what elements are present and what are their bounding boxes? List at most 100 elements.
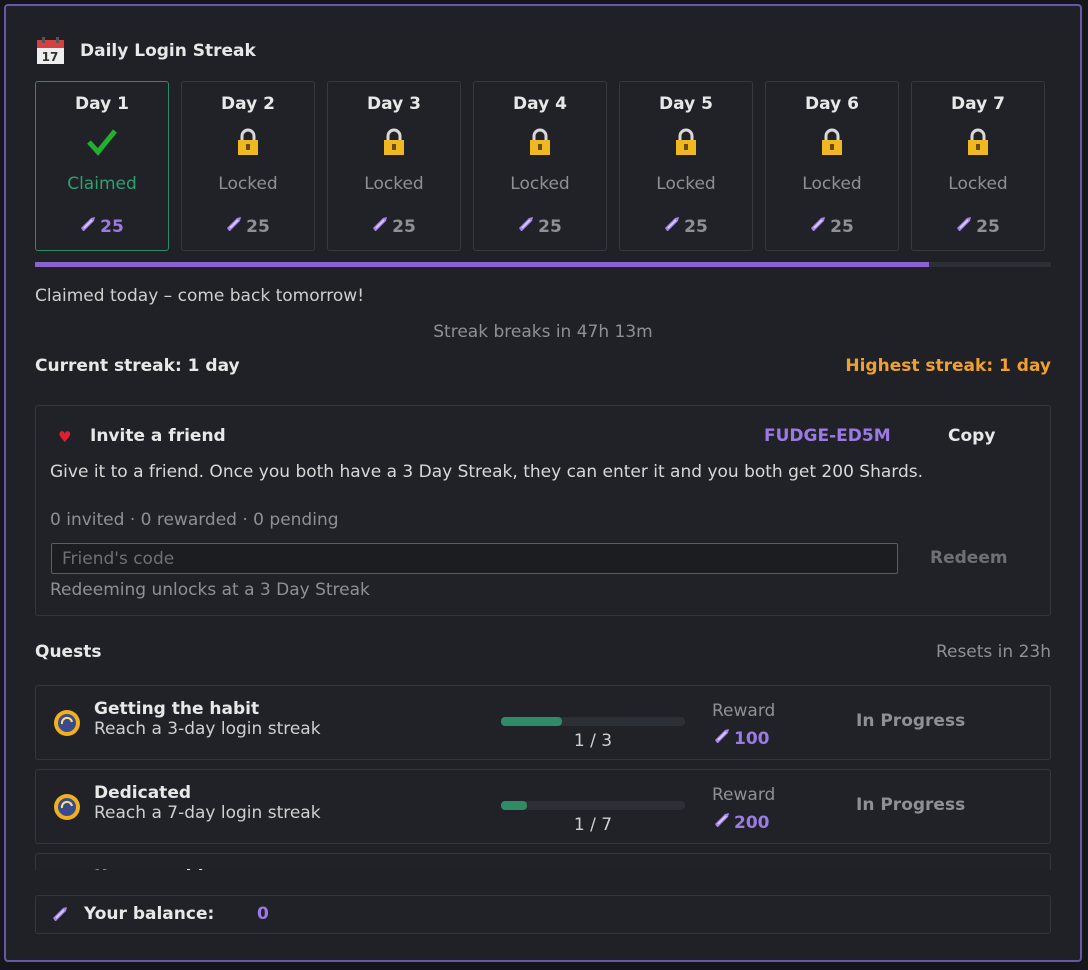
reward-label: Reward [712, 701, 776, 721]
shard-icon [373, 217, 388, 231]
streak-status: Claimed today – come back tomorrow! [35, 286, 365, 306]
balance-shard [52, 906, 68, 926]
quest-track [501, 801, 685, 810]
quest-track [501, 717, 685, 726]
day-reward: 25 [912, 216, 1044, 237]
shard-icon [519, 217, 534, 231]
day-reward-value: 25 [246, 217, 270, 237]
shard-icon [715, 813, 729, 827]
quest-description: Reach a 3-day login streak [94, 719, 321, 739]
day-label: Day 2 [221, 94, 275, 114]
quest-progress-label: 1 / 7 [573, 815, 613, 835]
invite-title: Invite a friend [90, 426, 226, 446]
streak-track [35, 262, 1051, 267]
shard-icon [81, 217, 96, 231]
quest-name: Unstoppable [94, 867, 215, 870]
redeem-button[interactable]: Redeem [930, 548, 1008, 568]
day-reward: 25 [182, 216, 314, 237]
lock-icon [620, 128, 752, 156]
highest-streak: Highest streak: 1 day [845, 356, 1051, 376]
day-reward-value: 25 [684, 217, 708, 237]
invite-note: Redeeming unlocks at a 3 Day Streak [50, 580, 370, 600]
code-input[interactable]: Friend's code [51, 543, 898, 574]
shard-icon [957, 217, 972, 231]
day-label: Day 1 [75, 94, 129, 114]
quest-status: In Progress [856, 795, 966, 815]
lock-icon [766, 128, 898, 156]
quest-status: In Progress [856, 711, 966, 731]
day-reward: 25 [620, 216, 752, 237]
svg-text:17: 17 [42, 50, 59, 64]
day-label: Day 6 [805, 94, 859, 114]
day-label: Day 5 [659, 94, 713, 114]
quest-fill [501, 717, 563, 726]
shard-icon [227, 217, 242, 231]
day-status: Locked [218, 174, 278, 194]
day-reward-value: 25 [830, 217, 854, 237]
day-card: Day 5 Locked 25 [619, 81, 753, 251]
quest-reward: 200 [714, 812, 770, 833]
quest-progress-label: 1 / 3 [573, 731, 613, 751]
streak-timer: Streak breaks in 47h 13m [433, 322, 653, 342]
quest-card: Getting the habit Reach a 3-day login str… [35, 685, 1051, 760]
day-reward: 25 [36, 216, 168, 237]
quest-name: Dedicated [94, 783, 192, 803]
streak-fill [35, 262, 930, 267]
shard-icon [665, 217, 680, 231]
lock-icon [182, 128, 314, 156]
quest-reward-value: 100 [734, 729, 770, 749]
reward-label: Reward [712, 869, 775, 870]
day-label: Day 7 [951, 94, 1005, 114]
day-reward-value: 25 [100, 217, 124, 237]
quest-icon [52, 708, 82, 742]
balance-value: 0 [257, 904, 269, 924]
invite-code: FUDGE-ED5M [764, 426, 891, 446]
day-card: Day 2 Locked 25 [181, 81, 315, 251]
day-reward-value: 25 [392, 217, 416, 237]
day-label: Day 3 [367, 94, 421, 114]
invite-box: ♥ Invite a friend FUDGE-ED5M Copy Give i… [35, 405, 1051, 616]
day-card: Day 1 Claimed 25 [35, 81, 169, 251]
copy-button[interactable]: Copy [948, 426, 996, 446]
day-card: Day 6 Locked 25 [765, 81, 899, 251]
day-reward: 25 [474, 216, 606, 237]
quest-list: Getting the habit Reach a 3-day login str… [6, 676, 1080, 870]
day-status: Locked [802, 174, 862, 194]
heart-icon: ♥ [58, 428, 72, 446]
lock-icon [328, 128, 460, 156]
quest-icon [52, 792, 82, 826]
quest-name: Getting the habit [94, 699, 260, 719]
day-reward: 25 [766, 216, 898, 237]
day-card: Day 7 Locked 25 [911, 81, 1045, 251]
shard-icon [715, 729, 729, 743]
day-status: Locked [364, 174, 424, 194]
check-icon [36, 128, 168, 156]
current-streak: Current streak: 1 day [35, 356, 240, 376]
balance-label: Your balance: [84, 904, 215, 924]
lock-icon [912, 128, 1044, 156]
invite-stats: 0 invited · 0 rewarded · 0 pending [50, 510, 339, 530]
calendar-icon: 17 [37, 37, 64, 64]
shard-icon [811, 217, 826, 231]
title: Daily Login Streak [80, 41, 256, 61]
balance-box: Your balance: 0 [35, 895, 1051, 934]
lock-icon [474, 128, 606, 156]
day-status: Locked [510, 174, 570, 194]
reward-label: Reward [712, 785, 776, 805]
quests-title: Quests [35, 642, 102, 662]
shard-icon [53, 907, 67, 921]
quest-description: Reach a 7-day login streak [94, 803, 321, 823]
invite-description: Give it to a friend. Once you both have … [50, 462, 924, 482]
day-status: Locked [948, 174, 1008, 194]
day-status: Claimed [67, 174, 137, 194]
day-status: Locked [656, 174, 716, 194]
day-reward-value: 25 [538, 217, 562, 237]
day-card: Day 4 Locked 25 [473, 81, 607, 251]
day-reward: 25 [328, 216, 460, 237]
day-reward-value: 25 [976, 217, 1000, 237]
day-card: Day 3 Locked 25 [327, 81, 461, 251]
day-label: Day 4 [513, 94, 567, 114]
streak-window: 17 Daily Login Streak Day 1 Claimed 25 Day … [4, 4, 1082, 962]
input-placeholder: Friend's code [62, 549, 175, 569]
